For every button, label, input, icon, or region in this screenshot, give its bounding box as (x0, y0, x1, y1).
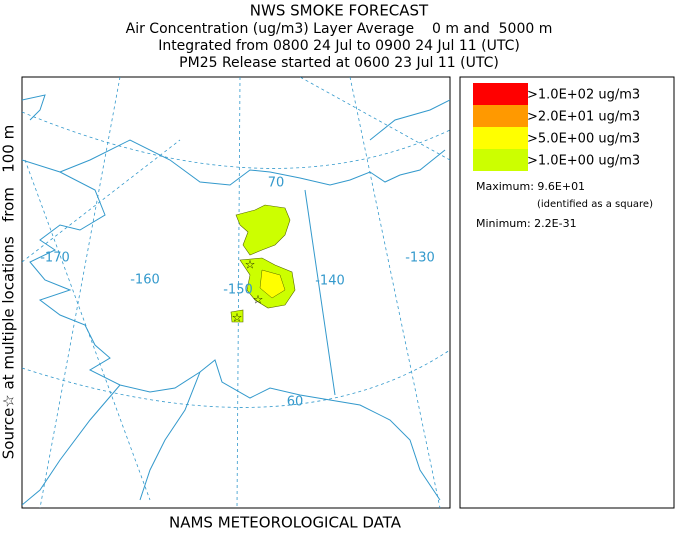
legend-label: >1.0E+00 ug/m3 (527, 154, 640, 169)
minimum: Minimum: 2.2E-31 (476, 217, 577, 230)
legend: Maximum: 9.6E+01 (identified as a square… (459, 76, 675, 509)
meridian (349, 77, 441, 508)
maximum: Maximum: 9.6E+01 (476, 180, 585, 193)
longitude-label: -130 (405, 251, 435, 266)
map: ☆ ☆ ☆ -170 -160 -150 -140 -130 70 60 (21, 76, 451, 509)
legend-label: >5.0E+00 ug/m3 (527, 132, 640, 147)
coastline (22, 384, 121, 506)
coastline (22, 94, 46, 121)
subtitle: PM25 Release started at 0600 23 Jul 11 (… (179, 55, 499, 71)
longitude-label: -160 (130, 273, 160, 288)
smoke-core (259, 269, 286, 299)
footer: NAMS METEOROLOGICAL DATA (169, 514, 402, 532)
longitude-label: -140 (315, 274, 345, 289)
coastline (22, 159, 441, 501)
coastline (369, 99, 450, 141)
subtitle: Integrated from 0800 24 Jul to 0900 24 J… (158, 38, 520, 54)
legend-swatch (473, 149, 528, 171)
latitude-line (22, 349, 450, 408)
smoke-plume (230, 204, 296, 323)
map-frame (21, 76, 451, 509)
coastline (59, 139, 446, 186)
legend-swatch (473, 127, 528, 149)
meridian (299, 77, 450, 161)
svg-text:☆: ☆ (232, 311, 243, 325)
border (304, 189, 336, 396)
svg-text:☆: ☆ (245, 258, 256, 272)
latitude-label: 70 (268, 176, 285, 191)
longitude-label: -150 (223, 283, 253, 298)
side-label: Source☆ at multiple locations from 100 m (0, 125, 18, 459)
coastline (139, 371, 201, 501)
subtitle: Air Concentration (ug/m3) Layer Average … (126, 21, 553, 37)
meridian (39, 77, 121, 508)
latitude-label: 60 (287, 395, 304, 410)
legend-label: >1.0E+02 ug/m3 (527, 88, 640, 103)
longitude-label: -170 (40, 251, 70, 266)
sources: ☆ ☆ ☆ (232, 258, 264, 325)
svg-text:☆: ☆ (253, 293, 264, 307)
legend-swatch (473, 83, 528, 105)
legend-swatch (473, 105, 528, 127)
legend-label: >2.0E+01 ug/m3 (527, 110, 640, 125)
maximum-note: (identified as a square) (537, 199, 653, 210)
title: NWS SMOKE FORECAST (250, 2, 429, 20)
